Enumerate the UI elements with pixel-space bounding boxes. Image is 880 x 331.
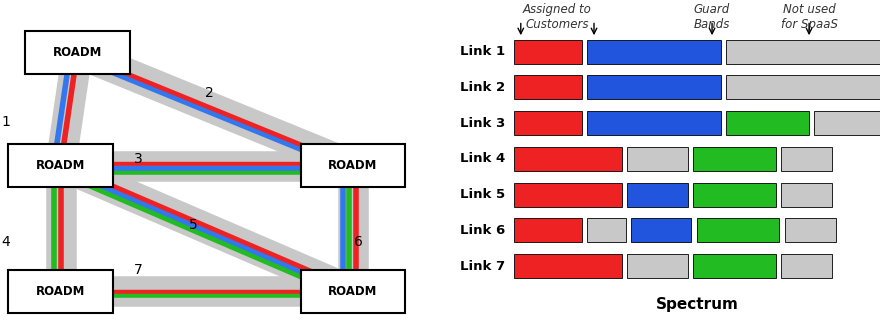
Bar xyxy=(631,218,692,242)
Text: Link 6: Link 6 xyxy=(459,224,505,237)
Bar xyxy=(514,254,622,278)
Text: ROADM: ROADM xyxy=(53,46,102,60)
Bar xyxy=(514,75,582,99)
Text: Link 4: Link 4 xyxy=(459,152,505,166)
Bar xyxy=(514,147,622,171)
Bar xyxy=(726,111,809,135)
Bar xyxy=(781,183,832,207)
Bar xyxy=(514,218,582,242)
Text: Not used
for SpaaS: Not used for SpaaS xyxy=(781,3,838,31)
FancyBboxPatch shape xyxy=(8,270,113,313)
Text: Link 2: Link 2 xyxy=(459,81,505,94)
Bar xyxy=(781,254,832,278)
Text: ROADM: ROADM xyxy=(328,285,378,298)
Text: Link 3: Link 3 xyxy=(459,117,505,130)
FancyBboxPatch shape xyxy=(301,270,406,313)
Text: 7: 7 xyxy=(134,263,143,277)
Text: 5: 5 xyxy=(188,218,197,232)
Text: Link 7: Link 7 xyxy=(459,260,505,273)
Text: Spectrum: Spectrum xyxy=(656,297,738,311)
Bar xyxy=(781,147,832,171)
Bar xyxy=(514,40,582,64)
Text: Link 1: Link 1 xyxy=(459,45,505,58)
FancyBboxPatch shape xyxy=(8,144,113,187)
FancyBboxPatch shape xyxy=(25,31,129,74)
Text: Link 5: Link 5 xyxy=(459,188,505,201)
Bar xyxy=(814,111,880,135)
Bar xyxy=(697,218,780,242)
Text: ROADM: ROADM xyxy=(36,159,85,172)
Bar xyxy=(627,183,688,207)
Bar xyxy=(693,147,775,171)
Text: 2: 2 xyxy=(205,86,214,100)
Bar xyxy=(627,254,688,278)
Bar xyxy=(587,111,721,135)
Bar xyxy=(693,254,775,278)
Text: 1: 1 xyxy=(1,116,10,129)
Bar xyxy=(726,40,880,64)
Bar xyxy=(587,40,721,64)
Bar xyxy=(726,75,880,99)
Bar xyxy=(785,218,836,242)
Bar xyxy=(587,218,626,242)
Text: Assigned to
Customers: Assigned to Customers xyxy=(523,3,592,31)
Text: ROADM: ROADM xyxy=(328,159,378,172)
Text: 6: 6 xyxy=(354,235,363,249)
FancyBboxPatch shape xyxy=(301,144,406,187)
Bar xyxy=(514,183,622,207)
Text: 4: 4 xyxy=(1,235,10,249)
Text: ROADM: ROADM xyxy=(36,285,85,298)
Bar xyxy=(514,111,582,135)
Text: Guard
Bands: Guard Bands xyxy=(693,3,730,31)
Text: 3: 3 xyxy=(134,152,143,166)
Bar xyxy=(627,147,688,171)
Bar xyxy=(587,75,721,99)
Bar xyxy=(693,183,775,207)
